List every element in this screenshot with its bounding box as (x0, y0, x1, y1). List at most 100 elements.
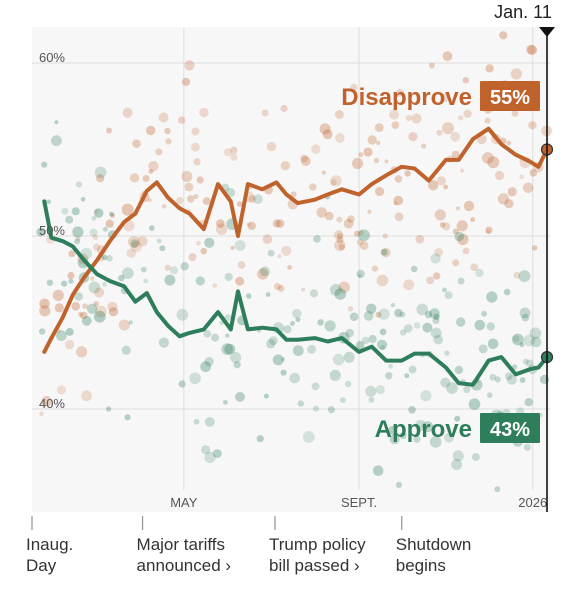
poll-dot (354, 230, 360, 237)
poll-dot (234, 240, 246, 251)
poll-dot (91, 215, 97, 221)
poll-dot (333, 230, 344, 240)
poll-dot (89, 228, 98, 237)
grid-lines (32, 27, 550, 490)
poll-dot (347, 215, 355, 223)
poll-dot (94, 208, 104, 218)
poll-dot (405, 114, 412, 122)
poll-dot (54, 120, 59, 125)
poll-dot (297, 400, 304, 407)
poll-dot (300, 287, 306, 292)
poll-dot (376, 274, 389, 287)
poll-dot (248, 195, 256, 203)
poll-dot (189, 372, 201, 385)
poll-dot (356, 239, 364, 246)
poll-dot (267, 249, 275, 257)
poll-dot (213, 449, 222, 458)
poll-dot (196, 241, 201, 246)
series-name-label: Disapprove (341, 84, 472, 111)
poll-dot (246, 222, 251, 227)
poll-dot (347, 306, 354, 312)
poll-dot (436, 176, 446, 186)
axis-ticks: 60% 50% 40% MAY SEPT. 2026 (39, 50, 547, 510)
poll-dot (201, 445, 211, 455)
poll-dot (463, 109, 472, 119)
poll-dot (130, 239, 139, 248)
poll-dot (432, 272, 441, 280)
poll-dot (261, 109, 269, 117)
poll-dot (330, 179, 337, 186)
poll-dot (147, 198, 152, 203)
poll-dot (525, 359, 534, 368)
poll-dot (39, 328, 46, 335)
event-label[interactable]: Major tariffs announced › (136, 535, 232, 575)
poll-dot (444, 291, 453, 300)
event-ticks (31, 516, 403, 530)
poll-dot (470, 217, 475, 222)
poll-dot (61, 207, 69, 215)
poll-dot (195, 276, 205, 286)
event-label[interactable]: Trump policy bill passed › (268, 535, 366, 575)
poll-dot (277, 284, 285, 292)
poll-dot (128, 320, 133, 325)
poll-dot (71, 207, 80, 216)
poll-dot (161, 204, 167, 209)
poll-dot (131, 241, 142, 253)
poll-dot (384, 159, 389, 164)
poll-dot (184, 182, 194, 192)
poll-dot (81, 315, 92, 326)
poll-dot (485, 64, 494, 73)
poll-dot (424, 310, 433, 319)
poll-dot (523, 443, 531, 451)
poll-dot (90, 276, 95, 282)
poll-dot (403, 324, 413, 333)
poll-dot (380, 248, 388, 256)
poll-dot (122, 107, 133, 118)
poll-dot (92, 234, 99, 241)
poll-dot (475, 268, 484, 278)
poll-dot (415, 419, 427, 431)
poll-dot (65, 215, 74, 224)
poll-dot (124, 414, 131, 421)
poll-dot (416, 303, 429, 316)
poll-dot (52, 289, 64, 301)
poll-dot (277, 254, 282, 259)
poll-dot (358, 229, 364, 236)
poll-dot (266, 339, 276, 349)
poll-dot (176, 308, 189, 321)
poll-dot (256, 435, 264, 443)
poll-dot (212, 283, 218, 288)
poll-dot (524, 398, 533, 407)
poll-dot (268, 336, 278, 345)
poll-dot (253, 194, 263, 205)
poll-dot (399, 311, 406, 318)
poll-dot (324, 320, 336, 332)
poll-dot (193, 158, 201, 166)
poll-dot (64, 339, 75, 350)
poll-dot (196, 176, 204, 184)
poll-dot (56, 385, 67, 395)
poll-dot (385, 372, 393, 380)
poll-dot (74, 238, 81, 245)
poll-dot (506, 140, 512, 146)
poll-dot (71, 302, 80, 311)
poll-dot (56, 330, 67, 341)
poll-dot (75, 181, 83, 188)
poll-dot (36, 227, 46, 237)
poll-dot (471, 453, 480, 462)
poll-dot (403, 279, 415, 291)
poll-dot (454, 365, 464, 375)
poll-dot (260, 266, 270, 277)
poll-dot (149, 225, 155, 231)
poll-dot (336, 236, 344, 244)
poll-dot (81, 390, 92, 402)
poll-dot (121, 345, 131, 355)
poll-dot (334, 288, 347, 300)
poll-dot (184, 60, 195, 71)
poll-dot (389, 434, 400, 445)
poll-dot (263, 393, 269, 399)
poll-dot (224, 343, 236, 355)
poll-dot (335, 133, 345, 143)
poll-dot (180, 262, 189, 271)
